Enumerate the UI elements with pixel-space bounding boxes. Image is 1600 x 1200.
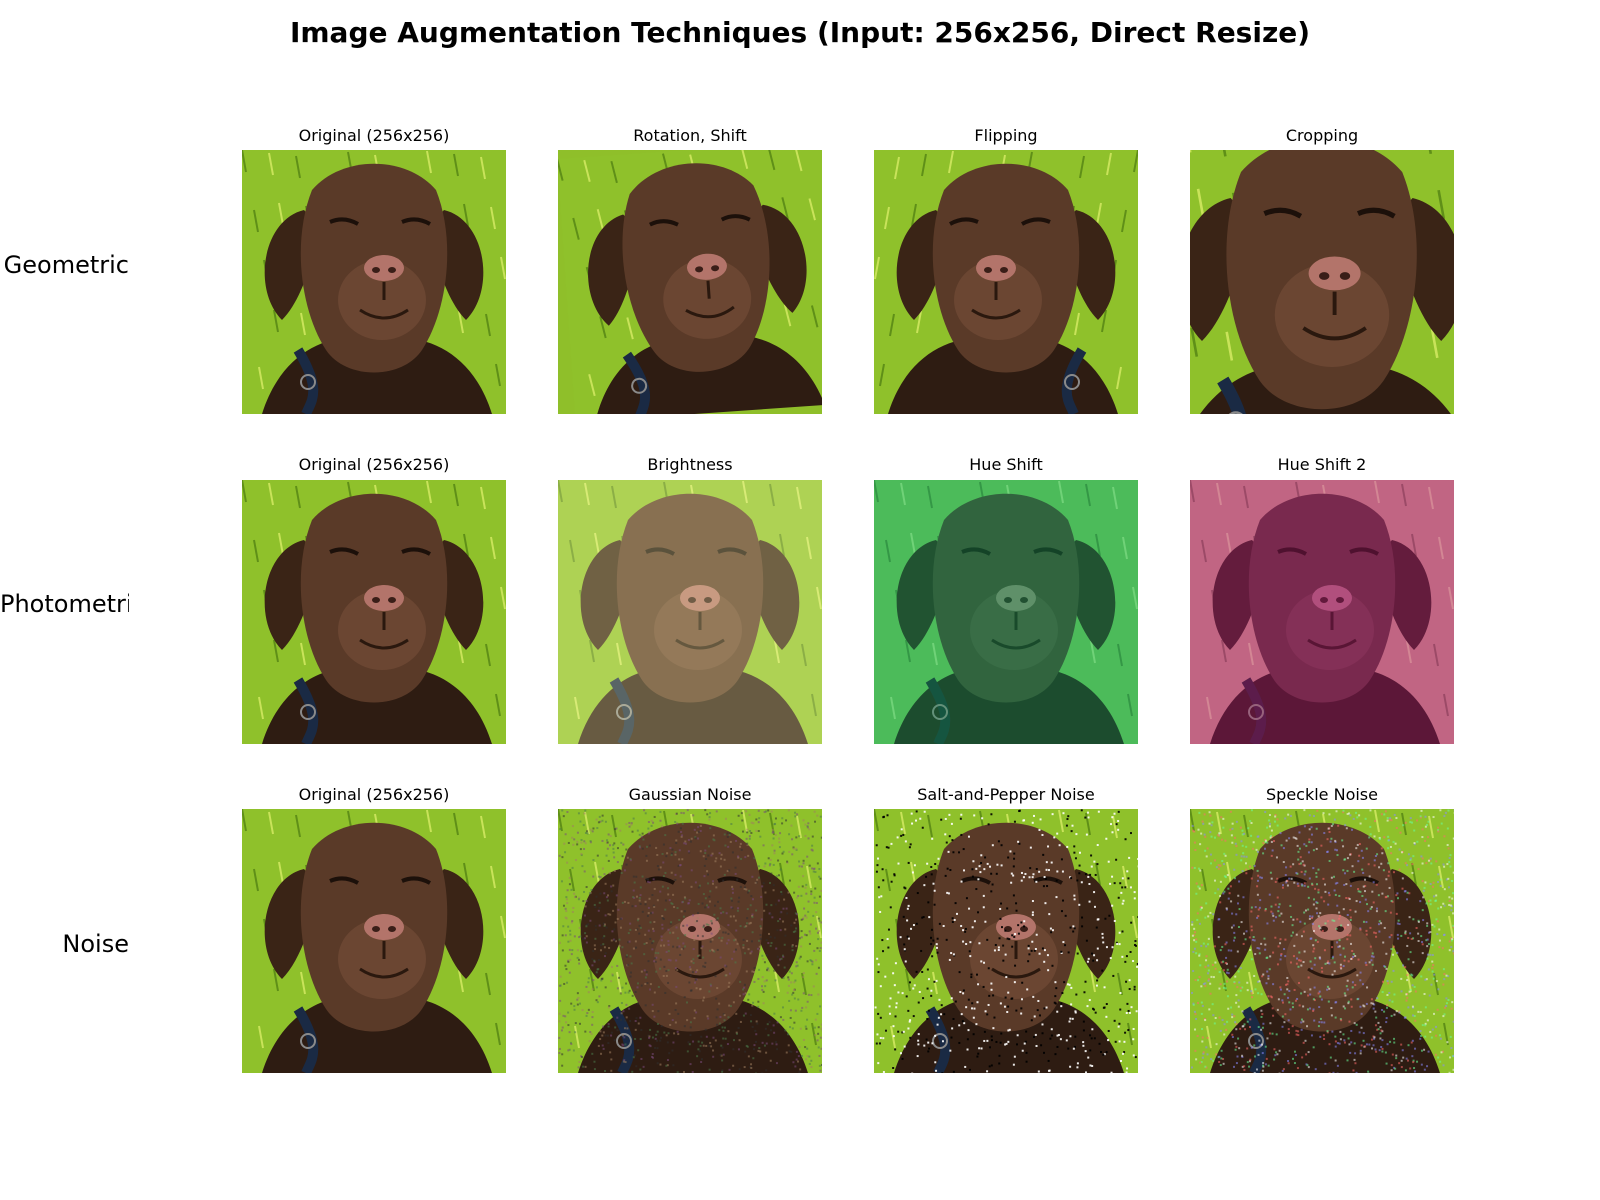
dog-image bbox=[558, 480, 822, 744]
panel-title-salt-and-pepper-noise: Salt-and-Pepper Noise bbox=[917, 785, 1095, 804]
panel-title-cropping: Cropping bbox=[1285, 126, 1359, 145]
dog-image bbox=[242, 480, 506, 744]
panel-cropping bbox=[1190, 150, 1454, 414]
dog-image bbox=[242, 809, 506, 1073]
dog-image bbox=[1190, 150, 1454, 414]
panel-original-geometric bbox=[242, 150, 506, 414]
panel-title-rotation-shift: Rotation, Shift bbox=[633, 126, 747, 145]
panel-title-speckle-noise: Speckle Noise bbox=[1266, 785, 1378, 804]
dog-image bbox=[242, 150, 506, 414]
dog-image bbox=[558, 150, 822, 414]
figure-title: Image Augmentation Techniques (Input: 25… bbox=[289, 16, 1311, 49]
panel-brightness bbox=[558, 480, 822, 744]
dog-image bbox=[1190, 809, 1454, 1073]
panel-title-original: Original (256x256) bbox=[298, 455, 450, 474]
dog-image bbox=[874, 480, 1138, 744]
row-label-noise: Noise bbox=[62, 930, 129, 958]
panel-hue-shift bbox=[874, 480, 1138, 744]
dog-image bbox=[874, 150, 1138, 414]
panel-hue-shift-2 bbox=[1190, 480, 1454, 744]
panel-speckle-noise bbox=[1190, 809, 1454, 1073]
dog-image bbox=[558, 809, 822, 1073]
panel-rotation-shift bbox=[558, 150, 822, 414]
panel-gaussian-noise bbox=[558, 809, 822, 1073]
panel-title-flipping: Flipping bbox=[974, 126, 1038, 145]
panel-title-original: Original (256x256) bbox=[298, 126, 450, 145]
panel-title-hue-shift: Hue Shift bbox=[969, 455, 1043, 474]
panel-title-gaussian-noise: Gaussian Noise bbox=[628, 785, 752, 804]
dog-image bbox=[874, 809, 1138, 1073]
panel-title-hue-shift-2: Hue Shift 2 bbox=[1277, 455, 1367, 474]
panel-original-photometric bbox=[242, 480, 506, 744]
dog-image bbox=[1190, 480, 1454, 744]
panel-title-brightness: Brightness bbox=[647, 455, 733, 474]
row-label-photometric: Photometric bbox=[0, 590, 129, 618]
panel-salt-and-pepper-noise bbox=[874, 809, 1138, 1073]
panel-flipping bbox=[874, 150, 1138, 414]
row-label-geometric: Geometric bbox=[3, 251, 129, 279]
panel-title-original: Original (256x256) bbox=[298, 785, 450, 804]
panel-original-noise bbox=[242, 809, 506, 1073]
